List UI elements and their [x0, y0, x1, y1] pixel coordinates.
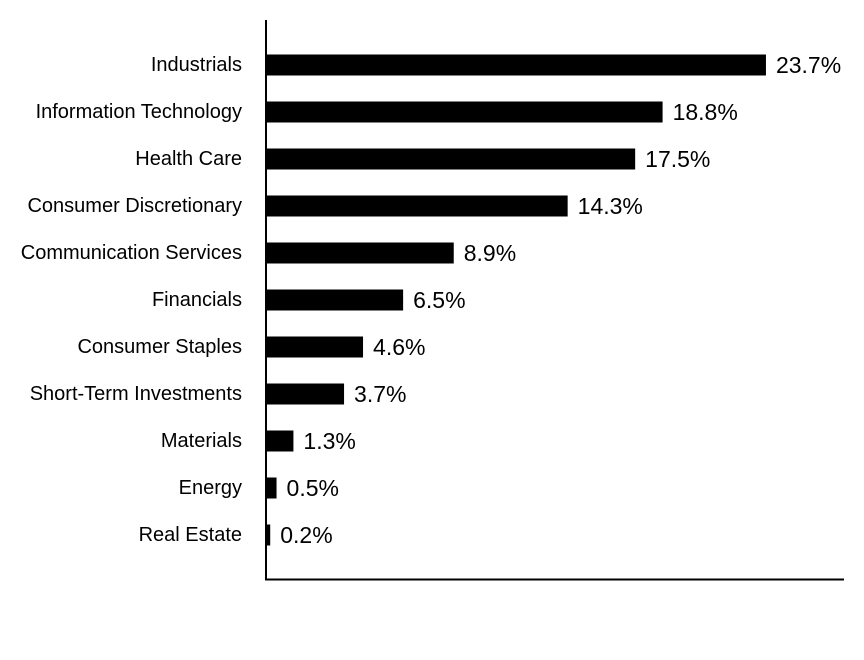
- value-label: 0.5%: [287, 475, 339, 501]
- category-label: Materials: [161, 430, 242, 452]
- bar-health-care: [266, 148, 636, 170]
- category-label: Consumer Staples: [77, 336, 242, 358]
- bar-materials: [266, 430, 294, 452]
- value-label: 8.9%: [464, 240, 516, 266]
- category-label: Short-Term Investments: [30, 383, 242, 405]
- bars-layer: [266, 54, 766, 546]
- bar-real-estate: [266, 524, 271, 546]
- bar-consumer-staples: [266, 336, 364, 358]
- category-label: Communication Services: [21, 242, 242, 264]
- bar-communication-services: [266, 242, 454, 264]
- category-label: Real Estate: [139, 524, 242, 546]
- category-label: Energy: [179, 477, 242, 499]
- value-label: 23.7%: [776, 52, 841, 78]
- category-label: Information Technology: [36, 101, 242, 123]
- category-label: Industrials: [151, 54, 242, 76]
- bar-energy: [266, 477, 277, 499]
- value-label: 14.3%: [578, 193, 643, 219]
- category-label: Consumer Discretionary: [27, 195, 242, 217]
- category-label: Health Care: [135, 148, 242, 170]
- value-label: 0.2%: [280, 522, 332, 548]
- value-label: 6.5%: [413, 287, 465, 313]
- bar-industrials: [266, 54, 766, 76]
- bar-short-term-investments: [266, 383, 345, 405]
- value-label: 4.6%: [373, 334, 425, 360]
- labels-layer: Industrials 23.7% Information Technology 18…: [21, 52, 841, 548]
- value-label: 1.3%: [303, 428, 355, 454]
- value-label: 17.5%: [645, 146, 710, 172]
- bar-consumer-discretionary: [266, 195, 568, 217]
- value-label: 3.7%: [354, 381, 406, 407]
- bar-information-technology: [266, 101, 663, 123]
- value-label: 18.8%: [673, 99, 738, 125]
- category-label: Financials: [152, 289, 242, 311]
- bar-financials: [266, 289, 404, 311]
